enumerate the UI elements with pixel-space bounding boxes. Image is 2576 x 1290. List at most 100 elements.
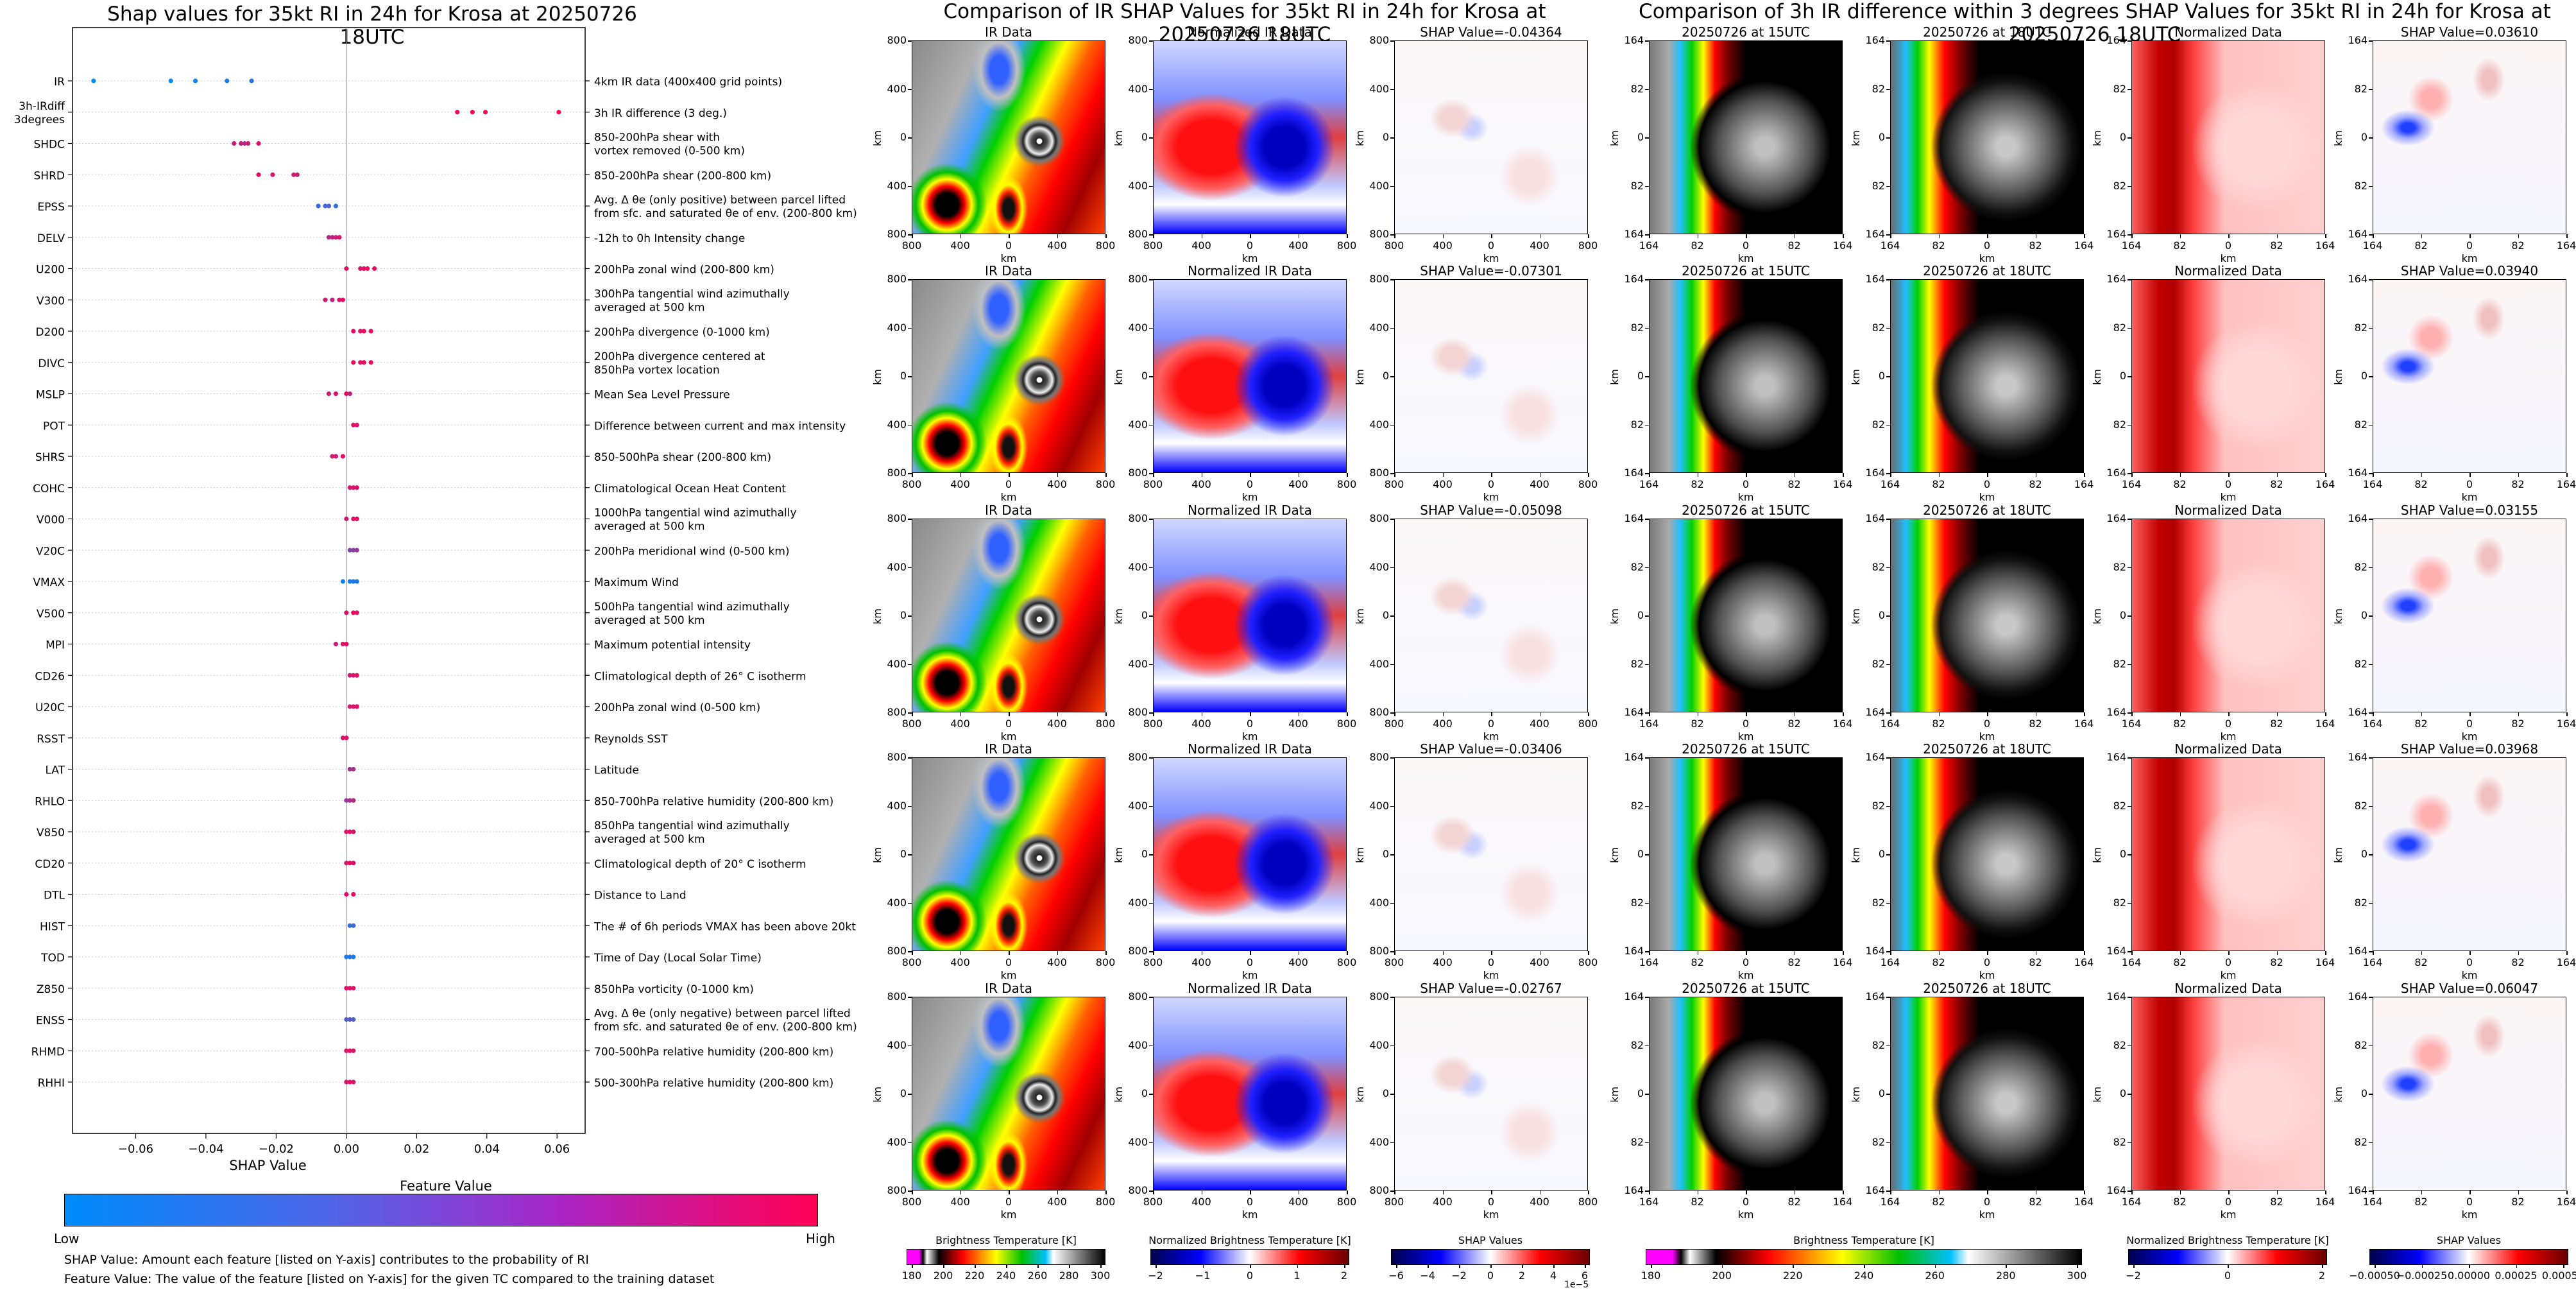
shap-point (323, 297, 328, 302)
y-tick (1645, 376, 1649, 377)
shap-point (347, 704, 352, 709)
y-tick-label: 800 (1369, 945, 1389, 957)
x-tick-label: 164 (1880, 956, 1900, 968)
shap-point (337, 235, 342, 240)
x-tick (1394, 951, 1395, 955)
x-tick-label: 164 (2362, 956, 2383, 968)
x-tick (912, 234, 913, 238)
y-tick (2369, 1094, 2373, 1095)
x-tick-label: 0 (1487, 1196, 1495, 1208)
panel-title: Normalized IR Data (1188, 503, 1312, 518)
colorbar-tick (1396, 1265, 1397, 1268)
y-tick (2128, 137, 2131, 139)
y-tick-label: 164 (2348, 1184, 2367, 1196)
colorbar-tick (2322, 1265, 2323, 1268)
feature-description-label: Distance to Land (594, 890, 687, 902)
feature-description-label: 850-500hPa shear (200-800 km) (594, 451, 771, 464)
x-tick (1347, 234, 1348, 238)
x-tick-label: 164 (2121, 1196, 2142, 1208)
colorbar-tick-label: 6 (1581, 1269, 1589, 1282)
colorbar-tick (912, 1265, 913, 1268)
panel-title: Normalized Data (2174, 741, 2282, 757)
y-tick-label: 800 (887, 990, 907, 1002)
x-tick (1746, 1191, 1747, 1194)
y-tick-label: 0 (1637, 1087, 1644, 1099)
x-axis-label: km (1483, 969, 1499, 981)
y-tick-label: 800 (887, 512, 907, 524)
x-tick (2228, 1191, 2230, 1194)
feature-code-label: EPSS (37, 201, 65, 214)
y-tick (2369, 805, 2373, 807)
colorbar-tick-label: 240 (1854, 1269, 1874, 1282)
x-tick-label: 400 (950, 956, 970, 968)
feature-description-label: 4km IR data (400x400 grid points) (594, 76, 782, 89)
x-tick (2035, 473, 2036, 477)
y-tick-label: 82 (1630, 1038, 1644, 1051)
y-tick (1886, 951, 1890, 952)
y-tick (2128, 757, 2131, 759)
shap-point (333, 641, 339, 647)
x-tick-label: 800 (901, 239, 922, 252)
x-tick-label: 0 (1487, 956, 1495, 968)
y-tick-label: 82 (2354, 799, 2367, 812)
image-panel (1394, 757, 1588, 951)
x-tick (1746, 712, 1747, 716)
colorbar-tick-label: −6 (1388, 1269, 1404, 1282)
x-tick (960, 473, 961, 477)
y-tick (908, 279, 912, 280)
x-tick (1394, 473, 1395, 477)
y-axis-label: km (1608, 369, 1621, 385)
x-tick-label: 164 (1832, 239, 1853, 252)
panel-title: SHAP Value=0.06047 (2400, 981, 2539, 996)
y-tick (1390, 902, 1394, 904)
shap-point (256, 141, 261, 146)
y-tick (2369, 1045, 2373, 1046)
x-tick-label: 82 (2511, 1196, 2525, 1208)
colorbar-tick-label: 260 (1925, 1269, 1945, 1282)
y-tick (908, 664, 912, 665)
x-tick (2566, 712, 2568, 716)
shap-point (351, 485, 356, 490)
feature-description-label: Climatological depth of 26° C isotherm (594, 670, 806, 683)
y-tick-label: 164 (2106, 467, 2126, 479)
x-tick (2373, 712, 2374, 716)
x-tick-label: 400 (1530, 239, 1549, 252)
y-tick-label: 164 (1865, 945, 1885, 957)
x-axis-label: km (2461, 252, 2478, 264)
shap-summary-chart: IR 4km IR data (400x400 grid points) 3h-IR… (14, 27, 857, 1173)
feature-description-label: Avg. Δ θe (only negative) between parcel… (594, 1008, 857, 1034)
y-tick-label: 0 (1637, 370, 1644, 382)
x-tick-label: 164 (1880, 239, 1900, 252)
panel-title: 20250726 at 18UTC (1923, 263, 2051, 279)
shap-point (91, 78, 96, 83)
x-tick-label: 800 (1578, 478, 1598, 490)
colorbar-tick-label: 2 (2318, 1269, 2326, 1282)
y-tick (908, 1094, 912, 1095)
feature-description-label: -12h to 0h Intensity change (594, 232, 745, 245)
x-tick-label: 400 (1047, 718, 1067, 730)
colorbar-tick (1156, 1265, 1157, 1268)
x-tick (1794, 712, 1795, 716)
colorbar-tick-label: 220 (1783, 1269, 1803, 1282)
image-panel (1649, 40, 1843, 234)
image-panel (1394, 997, 1588, 1191)
feature-description-label: 850hPa vorticity (0-1000 km) (594, 983, 754, 996)
x-tick (1009, 473, 1010, 477)
irdiff-section-title: Comparison of 3h IR difference within 3 … (1639, 0, 2551, 46)
x-tick (1697, 951, 1698, 955)
panel-title: Normalized Data (2174, 24, 2282, 40)
y-tick (1149, 40, 1153, 42)
x-tick-label: 800 (1095, 239, 1116, 252)
x-axis-label: km (1483, 252, 1499, 264)
feature-code-label: V300 (37, 295, 65, 307)
shap-point (344, 798, 349, 803)
y-tick (1886, 997, 1890, 998)
y-tick (908, 327, 912, 329)
x-tick-label: 164 (2121, 956, 2142, 968)
y-tick (1149, 424, 1153, 426)
image-panel (1153, 757, 1347, 951)
image-panel (2373, 519, 2566, 712)
shap-point (368, 360, 373, 365)
colorbar-tick-label: −2 (1451, 1269, 1467, 1282)
y-tick-label: 800 (1128, 228, 1148, 240)
